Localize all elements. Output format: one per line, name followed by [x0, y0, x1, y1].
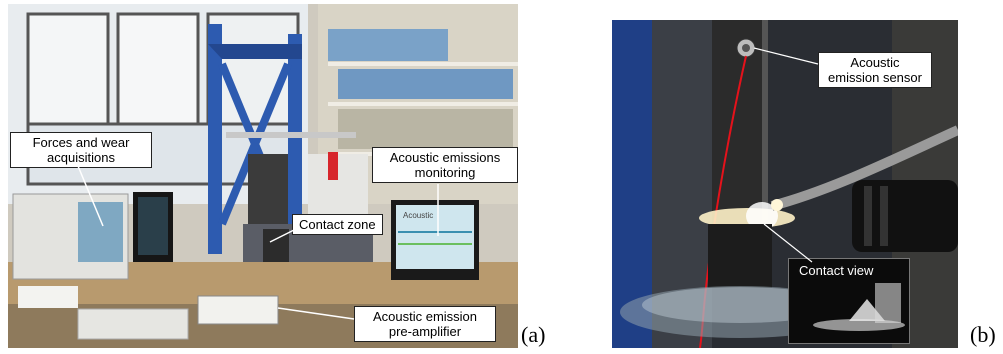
callout-forces-wear: Forces and wear acquisitions	[10, 132, 152, 168]
callout-ae-monitoring: Acoustic emissions monitoring	[372, 147, 518, 183]
camera-lens	[852, 180, 958, 252]
callout-contact-zone: Contact zone	[292, 214, 383, 235]
photo-contact-closeup: Acoustic emission sensor Contact view	[612, 20, 958, 348]
panel-label-b: (b)	[970, 322, 996, 347]
pre-amplifier-box	[197, 295, 279, 325]
blue-frame	[208, 24, 222, 254]
panel-label-a: (a)	[521, 322, 546, 347]
lab-setup-illustration: Acoustic	[8, 4, 518, 348]
contact-view-image	[789, 259, 909, 343]
callout-contact-view: Contact view	[799, 263, 874, 278]
callout-ae-preamp: Acoustic emission pre-amplifier	[354, 306, 496, 342]
keyboard	[77, 308, 189, 340]
contact-view-inset: Contact view	[788, 258, 910, 344]
photo-lab-setup: Acoustic Forces and wear acquisitions Ac…	[8, 4, 518, 348]
light-guide	[770, 125, 958, 211]
blue-frame-edge	[612, 20, 652, 348]
callout-ae-sensor: Acoustic emission sensor	[818, 52, 932, 88]
screen-text: Acoustic	[403, 211, 433, 220]
